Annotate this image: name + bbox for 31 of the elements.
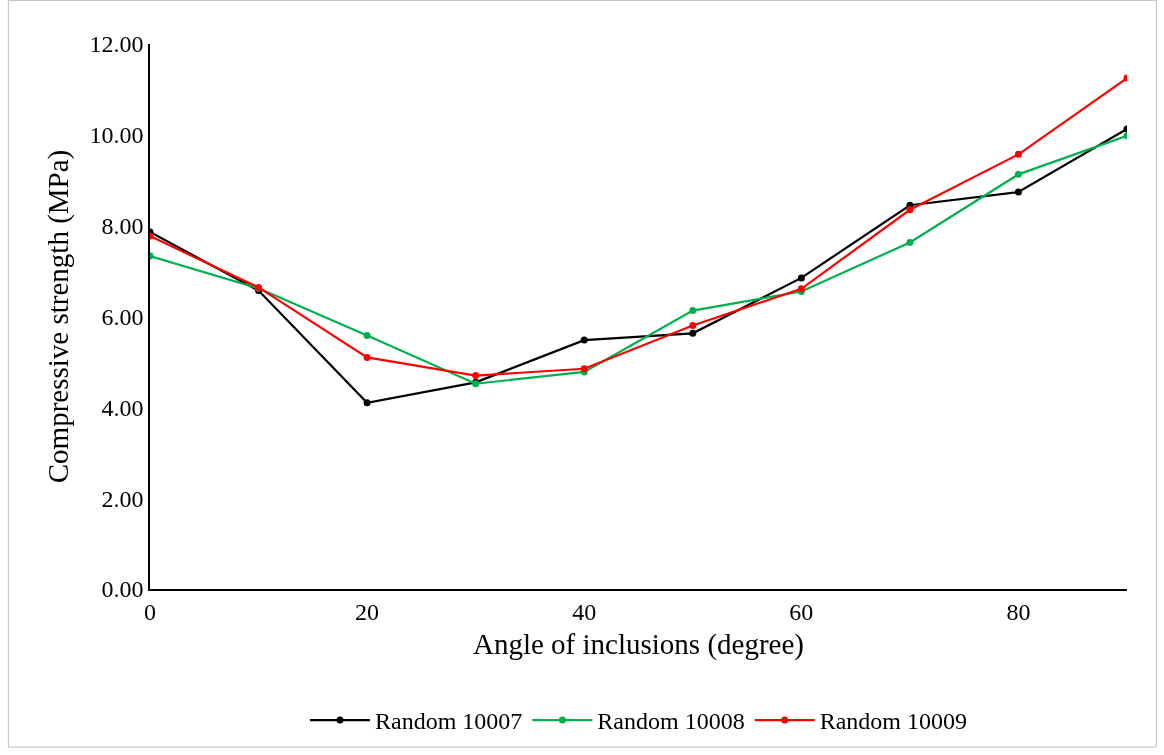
x-tick-label: 40 [572, 598, 597, 625]
point [472, 372, 480, 380]
point [1014, 188, 1022, 196]
y-tick-label: 12.00 [89, 31, 144, 58]
legend-label: Random 10008 [597, 708, 745, 735]
point [797, 274, 805, 282]
legend-label: Random 10007 [375, 708, 523, 735]
point [1014, 150, 1022, 158]
point [689, 322, 697, 330]
point [906, 238, 914, 246]
point [363, 399, 371, 407]
x-tick-label: 60 [789, 598, 814, 625]
point [689, 307, 697, 315]
y-tick-label: 10.00 [89, 122, 144, 149]
x-axis-title: Angle of inclusions (degree) [473, 627, 804, 661]
x-tick-label: 0 [144, 598, 156, 625]
x-tick-label: 20 [355, 598, 380, 625]
y-tick-label: 8.00 [101, 213, 144, 240]
y-tick-label: 4.00 [101, 394, 144, 421]
point [1014, 170, 1022, 178]
y-tick-label: 6.00 [101, 303, 144, 330]
y-axis-title: Compressive strength (MPa) [42, 149, 76, 484]
legend-label: Random 10009 [819, 708, 967, 735]
y-tick-label: 0.00 [101, 576, 144, 603]
point [580, 336, 588, 344]
point [906, 206, 914, 214]
point [689, 329, 697, 337]
y-tick-label: 2.00 [101, 485, 144, 512]
point [363, 332, 371, 340]
x-tick-label: 80 [1006, 598, 1031, 625]
point [363, 353, 371, 361]
